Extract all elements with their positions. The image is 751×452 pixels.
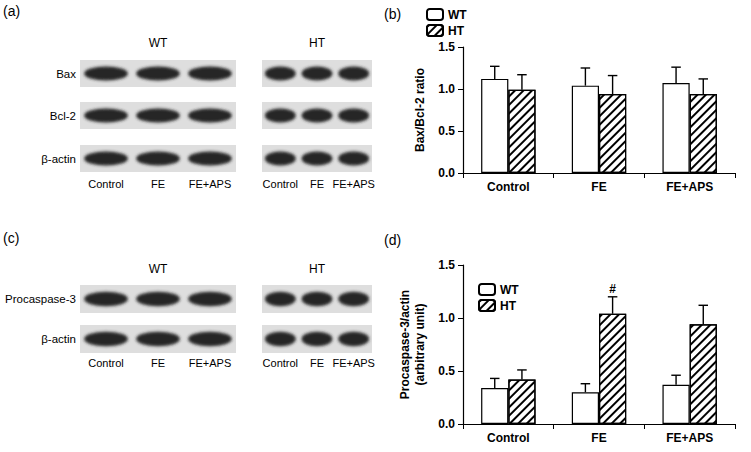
- svg-text:Control: Control: [88, 178, 123, 190]
- svg-text:FE+APS: FE+APS: [332, 178, 375, 190]
- svg-text:(c): (c): [3, 230, 19, 246]
- svg-text:Control: Control: [487, 180, 530, 194]
- svg-text:HT: HT: [309, 36, 326, 50]
- svg-text:(b): (b): [384, 6, 401, 22]
- svg-text:WT: WT: [149, 262, 168, 276]
- svg-text:0.0: 0.0: [438, 166, 455, 180]
- svg-text:FE+APS: FE+APS: [666, 431, 713, 445]
- svg-text:0.5: 0.5: [438, 364, 455, 378]
- svg-text:HT: HT: [448, 24, 465, 38]
- svg-text:FE: FE: [591, 431, 606, 445]
- svg-text:1.0: 1.0: [438, 82, 455, 96]
- svg-text:FE: FE: [310, 357, 324, 369]
- svg-text:(arbitrary unit): (arbitrary unit): [413, 303, 427, 385]
- svg-text:Control: Control: [88, 357, 123, 369]
- svg-text:FE+APS: FE+APS: [666, 180, 713, 194]
- svg-text:FE: FE: [151, 357, 165, 369]
- svg-text:Control: Control: [263, 357, 298, 369]
- svg-text:β-actin: β-actin: [41, 333, 76, 345]
- svg-text:Control: Control: [487, 431, 530, 445]
- svg-text:#: #: [609, 282, 616, 296]
- svg-text:Control: Control: [263, 178, 298, 190]
- svg-text:FE+APS: FE+APS: [189, 178, 232, 190]
- svg-text:Bcl-2: Bcl-2: [50, 110, 76, 122]
- svg-text:FE: FE: [151, 178, 165, 190]
- svg-text:1.0: 1.0: [438, 311, 455, 325]
- svg-text:WT: WT: [500, 283, 519, 297]
- svg-text:Procaspase-3: Procaspase-3: [5, 293, 76, 305]
- svg-text:FE+APS: FE+APS: [189, 357, 232, 369]
- svg-text:β-actin: β-actin: [41, 153, 76, 165]
- svg-text:FE: FE: [310, 178, 324, 190]
- svg-text:1.5: 1.5: [438, 40, 455, 54]
- svg-text:FE+APS: FE+APS: [332, 357, 375, 369]
- svg-text:HT: HT: [309, 262, 326, 276]
- svg-text:1.5: 1.5: [438, 258, 455, 272]
- svg-text:(d): (d): [384, 232, 401, 248]
- svg-text:WT: WT: [448, 8, 467, 22]
- svg-text:FE: FE: [591, 180, 606, 194]
- svg-text:Procaspase-3/actin: Procaspase-3/actin: [398, 290, 412, 399]
- svg-text:Bax: Bax: [56, 68, 76, 80]
- svg-text:0.5: 0.5: [438, 124, 455, 138]
- svg-text:Bax/Bcl-2 ratio: Bax/Bcl-2 ratio: [413, 68, 427, 152]
- svg-text:WT: WT: [149, 36, 168, 50]
- svg-text:0.0: 0.0: [438, 417, 455, 431]
- svg-text:(a): (a): [3, 3, 20, 19]
- svg-text:HT: HT: [500, 299, 517, 313]
